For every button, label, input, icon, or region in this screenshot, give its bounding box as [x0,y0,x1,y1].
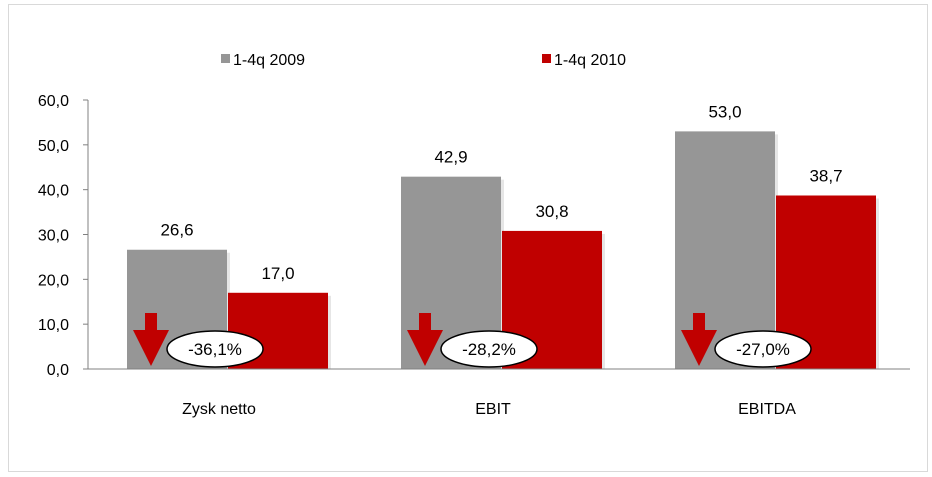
legend-swatch-2009 [221,54,230,63]
y-tick-label: 20,0 [38,272,69,289]
y-tick-label: 50,0 [38,138,69,155]
data-label: 42,9 [434,148,467,167]
y-tick-label: 60,0 [38,93,69,110]
data-label: 26,6 [160,221,193,240]
data-label: 53,0 [708,102,741,121]
legend-label-2010: 1-4q 2010 [554,52,626,69]
legend: 1-4q 2009 1-4q 2010 [221,52,626,69]
plot-area: 0,0 10,0 20,0 30,0 40,0 50,0 60,0 26,6 17,0 Zysk … [38,93,910,418]
change-label: -36,1% [188,340,242,359]
bar [675,131,775,369]
change-callout [714,330,812,368]
data-label: 38,7 [809,166,842,185]
x-category-label: EBIT [475,401,511,418]
down-arrow-icon [407,313,443,366]
y-tick-label: 10,0 [38,317,69,334]
x-category-label: EBITDA [738,401,796,418]
legend-swatch-2010 [542,54,551,63]
legend-label-2009: 1-4q 2009 [233,52,305,69]
down-arrow-icon [681,313,717,366]
y-tick-label: 40,0 [38,183,69,200]
change-callout [440,330,538,368]
data-label: 17,0 [261,264,294,283]
change-label: -27,0% [736,340,790,359]
change-label: -28,2% [462,340,516,359]
x-category-label: Zysk netto [182,401,256,418]
data-label: 30,8 [535,202,568,221]
down-arrow-icon [133,313,169,366]
y-tick-label: 30,0 [38,228,69,245]
change-callout [166,330,264,368]
y-tick-label: 0,0 [47,362,69,379]
